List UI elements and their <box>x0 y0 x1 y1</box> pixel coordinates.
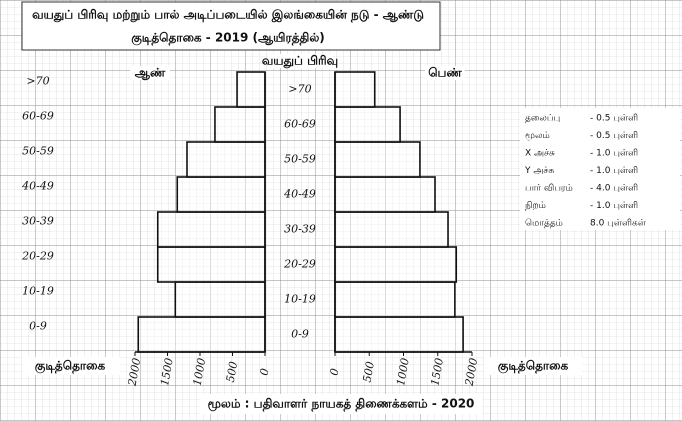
marking-item: மொத்தம் <box>525 219 563 229</box>
bar <box>335 142 420 177</box>
bar <box>335 107 400 142</box>
bar <box>158 212 265 247</box>
category-label: 30-39 <box>22 215 54 228</box>
marking-points: - 0.5 புள்ளி <box>590 114 638 124</box>
chart-subtitle: குடித்தொகை - 2019 (ஆயிரத்தில்) <box>131 31 325 46</box>
category-label: 60-69 <box>22 110 54 123</box>
category-label: 50-59 <box>284 153 316 166</box>
bar <box>335 247 456 282</box>
bar <box>175 282 265 317</box>
category-label: 30-39 <box>284 223 316 236</box>
category-label: >70 <box>288 83 311 96</box>
marking-item: மூலம் <box>525 131 550 141</box>
x-axis-label: குடித்தொகை <box>35 359 106 374</box>
bar <box>335 212 448 247</box>
category-label: 40-49 <box>21 180 54 193</box>
marking-points: - 1.0 புள்ளி <box>590 201 638 211</box>
bar <box>215 107 265 142</box>
chart: வயதுப் பிரிவு மற்றும் பால் அடிப்படையில் … <box>0 0 682 421</box>
bar <box>335 282 455 317</box>
marking-item: பார் விபரம் <box>525 184 573 194</box>
legend-label: ஆண் <box>135 66 166 81</box>
marking-points: 8.0 புள்ளிகள் <box>590 219 647 229</box>
category-label: 10-19 <box>284 293 316 306</box>
marking-points: - 4.0 புள்ளி <box>590 184 638 194</box>
category-label: 0-9 <box>29 320 47 333</box>
category-label: 10-19 <box>22 285 54 298</box>
bar <box>138 317 265 352</box>
marking-points: - 0.5 புள்ளி <box>590 131 638 141</box>
category-label: 20-29 <box>21 250 54 263</box>
category-label: 60-69 <box>284 118 316 131</box>
category-label: 0-9 <box>291 328 309 341</box>
marking-points: - 1.0 புள்ளி <box>590 166 638 176</box>
bar <box>237 72 265 107</box>
source: மூலம் : பதிவாளர் நாயகத் திணைக்களம் - 202… <box>208 397 475 412</box>
marking-item: Y அச்சு <box>524 166 554 176</box>
chart-title: வயதுப் பிரிவு மற்றும் பால் அடிப்படையில் … <box>32 8 424 23</box>
legend-label: பெண் <box>428 66 462 80</box>
category-axis-label: வயதுப் பிரிவு <box>262 54 338 69</box>
bar <box>335 72 375 107</box>
bar <box>335 317 463 352</box>
marking-item: நிறம் <box>525 201 546 211</box>
bar <box>177 177 265 212</box>
marking-item: தலைப்பு <box>525 114 560 124</box>
category-label: 40-49 <box>283 188 316 201</box>
marking-points: - 1.0 புள்ளி <box>590 149 638 159</box>
category-label: >70 <box>26 75 49 88</box>
x-axis-label: குடித்தொகை <box>498 359 569 374</box>
bar <box>158 247 265 282</box>
bar <box>187 142 265 177</box>
marking-item: X அச்சு <box>525 149 555 159</box>
bar <box>335 177 435 212</box>
category-label: 50-59 <box>22 145 54 158</box>
category-label: 20-29 <box>283 258 316 271</box>
